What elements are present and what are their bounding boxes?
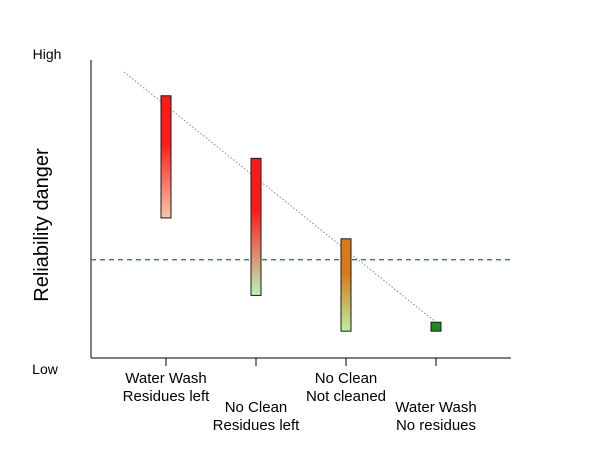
x-tick-label-4-line-1: Water Wash (395, 399, 476, 416)
x-tick-label-1-line-2: Residues left (123, 388, 211, 405)
range-bar-4 (430, 321, 442, 332)
x-tick-label-2-line-1: No Clean (225, 399, 288, 416)
x-tick-label-1-line-1: Water Wash (125, 370, 206, 387)
y-level-high-label: High (33, 46, 62, 62)
range-bar-3 (340, 238, 352, 332)
bar-layer (160, 95, 442, 332)
x-tick-label-2-line-2: Residues left (213, 417, 301, 434)
axes (90, 60, 511, 359)
trend-line (123, 71, 437, 323)
x-tick-label-3-line-1: No Clean (315, 370, 378, 387)
trend-layer (123, 71, 437, 323)
x-tick-label-4-line-2: No residues (396, 417, 476, 434)
range-bar-2 (250, 157, 262, 296)
range-bar-1 (160, 95, 172, 219)
y-axis-title: Reliability danger (31, 148, 53, 302)
y-level-low-label: Low (32, 361, 59, 377)
x-tick-label-3-line-2: Not cleaned (306, 388, 386, 405)
